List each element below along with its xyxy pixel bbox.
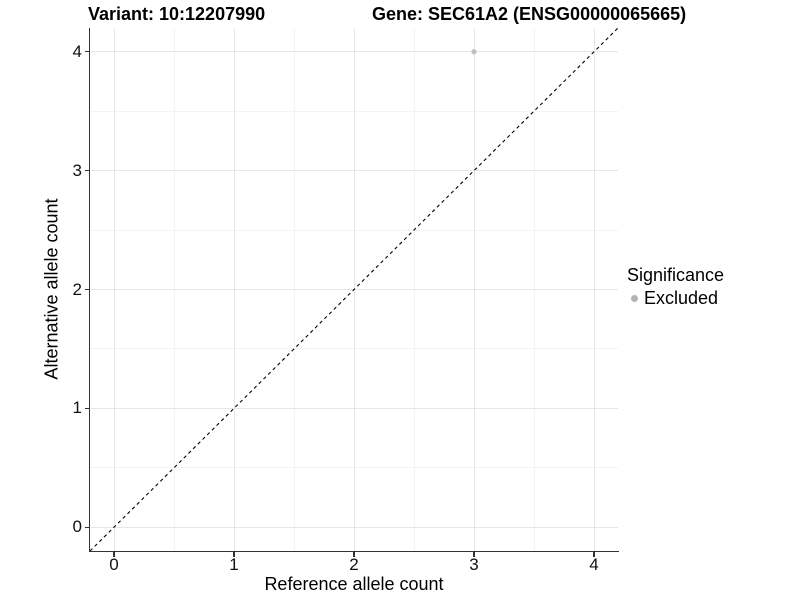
legend-item: Excluded	[627, 288, 724, 309]
x-tick-mark	[353, 552, 355, 557]
x-tick-label: 2	[349, 555, 359, 574]
y-tick-label: 3	[72, 160, 82, 180]
x-tick-label: 3	[469, 555, 479, 574]
x-tick-mark	[473, 552, 475, 557]
x-tick-mark	[113, 552, 115, 557]
legend-items: Excluded	[627, 288, 724, 309]
y-tick-mark	[84, 407, 89, 409]
legend-item-label: Excluded	[644, 288, 719, 308]
legend: Significance Excluded	[627, 265, 724, 309]
gene-title: Gene: SEC61A2 (ENSG00000065665)	[372, 4, 687, 24]
x-tick-mark	[233, 552, 235, 557]
y-tick-mark	[84, 526, 89, 528]
x-tick-label: 1	[229, 555, 239, 574]
y-tick-label: 2	[72, 279, 82, 299]
identity-line	[90, 28, 618, 551]
plot-overlay	[90, 28, 618, 551]
legend-key-dot	[631, 295, 638, 302]
y-tick-mark	[84, 170, 89, 172]
major-gridline-y	[90, 526, 618, 528]
plot-panel	[90, 28, 618, 551]
x-axis-label: Reference allele count	[264, 574, 444, 594]
legend-title: Significance	[627, 265, 725, 285]
variant-title: Variant: 10:12207990	[88, 4, 266, 24]
x-tick-label: 0	[109, 555, 119, 574]
y-axis-line	[89, 28, 91, 552]
y-tick-label: 0	[72, 517, 82, 537]
major-gridline-y	[90, 170, 618, 172]
x-tick-mark	[593, 552, 595, 557]
y-tick-mark	[84, 288, 89, 291]
major-gridline-y	[90, 51, 618, 53]
y-tick-label: 4	[72, 41, 82, 61]
x-axis-line	[89, 551, 619, 553]
y-tick-mark	[84, 51, 89, 53]
major-gridline-y	[90, 407, 618, 409]
x-tick-label: 4	[589, 555, 599, 574]
y-tick-label: 1	[72, 398, 82, 418]
data-point	[471, 49, 477, 55]
